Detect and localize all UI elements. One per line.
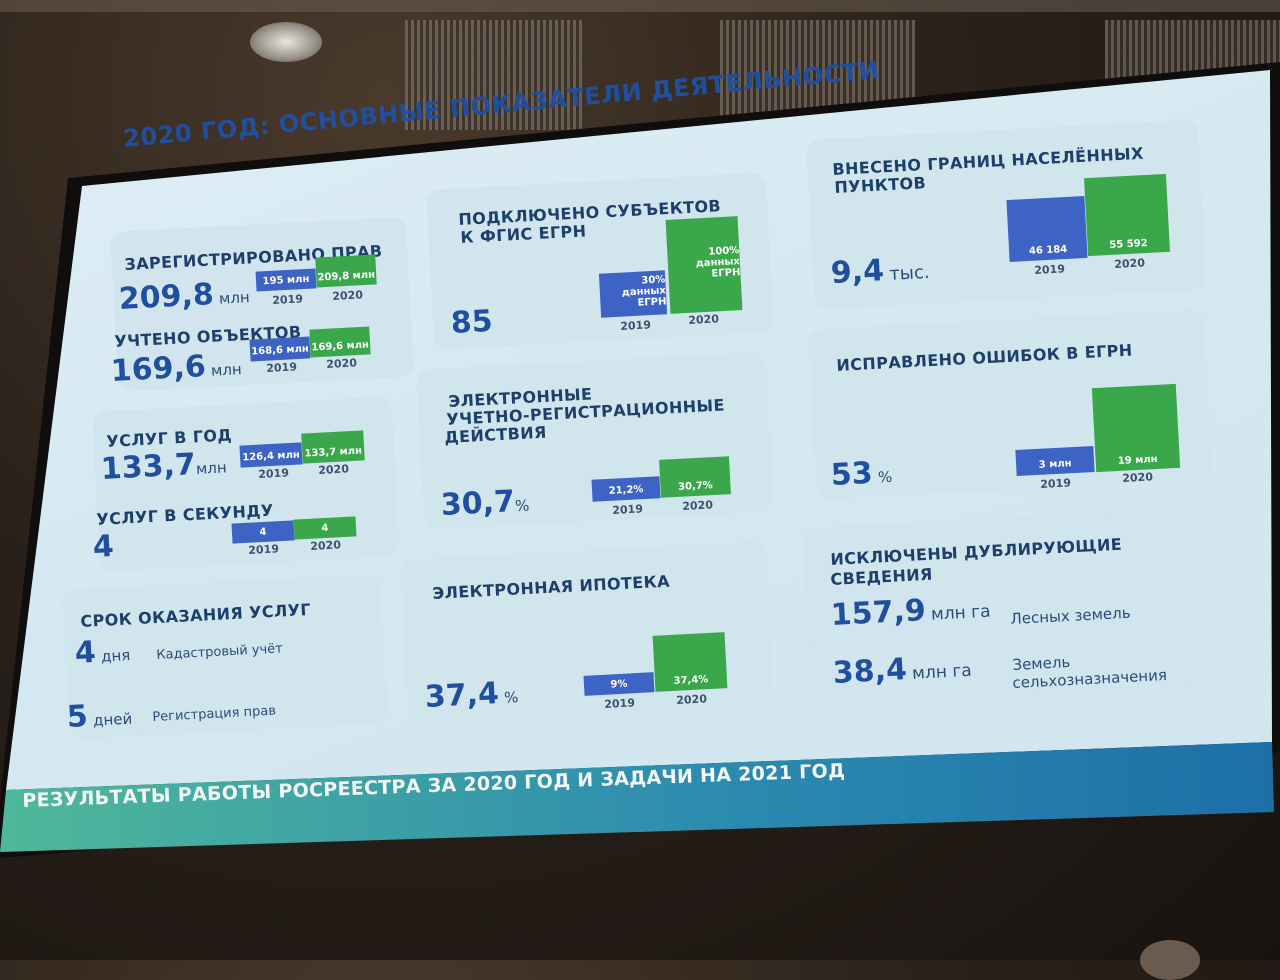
terms-cadastre-group: 4 дня (74, 633, 131, 671)
audience-head (1140, 940, 1200, 980)
objects-unit: млн (210, 360, 243, 380)
duplicates-forest-value: 157,9 (830, 593, 927, 633)
ceiling-beam (0, 0, 1280, 12)
rights-year-2020: 2020 (332, 288, 364, 303)
subjects-year-2020: 2020 (688, 312, 720, 327)
mortgage-year-2020: 2020 (676, 692, 708, 707)
borders-value: 9,4 (830, 253, 885, 291)
subjects-year-2019: 2019 (620, 318, 652, 333)
subjects-bar-2020-l3: ЕГРН (711, 266, 741, 280)
terms-registration-value: 5 (66, 698, 89, 735)
presentation-screen: 2020 ГОД: ОСНОВНЫЕ ПОКАЗАТЕЛИ ДЕЯТЕЛЬНОС… (0, 56, 1274, 852)
electronic-unit: % (514, 496, 530, 516)
mortgage-bar-2019: 9% (583, 672, 655, 696)
borders-year-2019: 2019 (1034, 262, 1066, 277)
terms-registration-group: 5 дней (66, 697, 133, 735)
services-year-value-group: 133,7млн (100, 445, 227, 487)
terms-cadastre-unit: дня (100, 646, 131, 666)
borders-value-group: 9,4 тыс. (830, 251, 930, 291)
rights-value: 209,8 (118, 277, 215, 317)
rights-value-group: 209,8 млн (118, 275, 250, 317)
duplicates-agri-value: 38,4 (832, 652, 908, 691)
errors-year-2019: 2019 (1040, 476, 1072, 491)
electronic-year-2019: 2019 (612, 502, 644, 517)
errors-bar-2019: 3 млн (1015, 445, 1095, 477)
services-second-value: 4 (92, 528, 115, 565)
duplicates-agri-unit: млн га (911, 660, 973, 684)
mortgage-year-2019: 2019 (604, 696, 636, 711)
services-year-year-2020: 2020 (318, 462, 350, 477)
services-second-year-2019: 2019 (248, 542, 280, 557)
rights-bar-2020: 209,8 млн (315, 254, 377, 288)
electronic-value-group: 30,7% (440, 483, 530, 523)
services-year-bar-2020: 133,7 млн (301, 430, 365, 464)
objects-bar-2020: 169,6 млн (309, 326, 371, 358)
services-second-year-2020: 2020 (310, 538, 342, 553)
electronic-bar-2019: 21,2% (591, 476, 661, 502)
borders-year-2020: 2020 (1114, 256, 1146, 271)
borders-unit: тыс. (888, 261, 931, 285)
ceiling-vent (405, 20, 585, 130)
services-year-bar-2019: 126,4 млн (239, 442, 303, 468)
electronic-bar-2020: 30,7% (659, 456, 731, 498)
borders-bar-2020: 55 592 (1084, 173, 1170, 257)
mortgage-unit: % (503, 688, 519, 707)
electronic-year-2020: 2020 (682, 498, 714, 513)
objects-year-2019: 2019 (266, 360, 298, 375)
mortgage-value: 37,4 (424, 676, 500, 715)
services-year-value: 133,7 (100, 447, 197, 487)
subjects-bar-2020: 100% данных ЕГРН (665, 216, 743, 314)
terms-registration-unit: дней (92, 709, 133, 730)
subjects-value: 85 (450, 303, 494, 341)
ceiling-lamp (250, 22, 322, 62)
services-year-unit: млн (195, 458, 228, 478)
errors-value-group: 53 % (830, 455, 893, 493)
electronic-value: 30,7 (440, 484, 516, 523)
errors-year-2020: 2020 (1122, 470, 1154, 485)
errors-value: 53 (830, 455, 874, 493)
objects-bar-2019: 168,6 млн (249, 336, 311, 362)
services-second-bar-2019: 4 (231, 520, 295, 544)
rights-unit: млн (218, 288, 251, 308)
errors-bar-2020: 19 млн (1091, 383, 1181, 473)
errors-unit: % (877, 467, 893, 487)
objects-value: 169,6 (110, 349, 207, 389)
duplicates-agri-group: 38,4 млн га (832, 649, 972, 691)
borders-bar-2019: 46 184 (1006, 196, 1088, 262)
duplicates-forest-unit: млн га (930, 601, 992, 625)
subjects-bar-2019: 30% данных ЕГРН (598, 270, 668, 318)
mortgage-bar-2020: 37,4% (652, 632, 728, 692)
objects-year-2020: 2020 (326, 356, 358, 371)
rights-year-2019: 2019 (272, 292, 304, 307)
terms-cadastre-value: 4 (74, 634, 97, 671)
subjects-bar-2019-l3: ЕГРН (637, 295, 667, 309)
mortgage-value-group: 37,4 % (424, 675, 519, 715)
services-second-bar-2020: 4 (293, 516, 357, 540)
services-year-year-2019: 2019 (258, 466, 290, 481)
rights-bar-2019: 195 млн (255, 268, 317, 292)
objects-value-group: 169,6 млн (110, 347, 242, 389)
